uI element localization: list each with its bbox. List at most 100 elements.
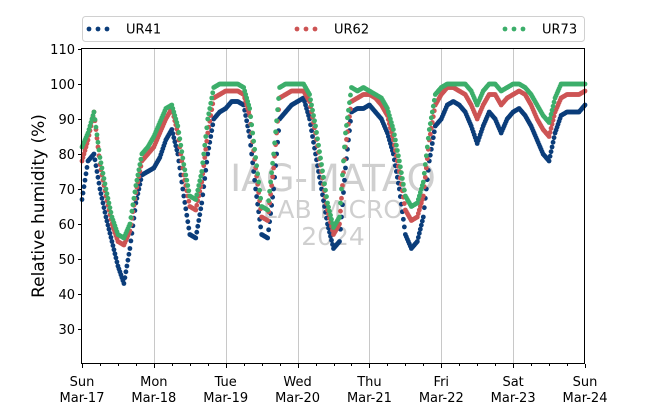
x-tick-day-label: Wed [283,375,311,390]
data-point-ur73-interp [249,122,255,128]
data-point-ur73-interp [108,209,114,215]
data-point-ur41 [91,151,97,157]
data-point-ur73-interp [254,163,260,169]
data-point-ur73-interp [106,200,112,206]
data-point-ur73-interp [320,168,325,174]
data-point-ur73 [247,106,253,111]
data-point-ur73-interp [177,136,183,142]
data-point-ur73-interp [548,111,554,117]
data-point-ur73-interp [342,144,347,150]
data-point-ur73-interp [400,181,406,187]
data-point-ur73 [271,151,277,157]
data-point-ur41-interp [128,238,134,244]
data-point-ur73-interp [184,177,190,183]
legend-item-ur41: UR41 [86,23,161,38]
legend-label: UR41 [126,23,161,38]
x-tick-day-label: Thu [356,375,381,390]
data-point-ur73-interp [276,96,282,101]
data-point-ur73-interp [251,138,257,144]
data-point-ur41-interp [113,255,119,261]
data-point-ur73-interp [210,90,216,96]
data-point-ur41-interp [419,218,425,224]
x-tick-date-label: Mar-18 [131,391,176,406]
data-point-ur41 [193,235,199,241]
data-point-ur73-interp [549,107,555,113]
y-axis-label: Relative humidity (%) [29,114,49,298]
data-point-ur41-interp [430,135,436,141]
data-point-ur62 [420,193,426,199]
y-tick-label: 90 [58,113,75,128]
data-point-ur41-interp [102,209,108,215]
data-point-ur62-interp [194,202,200,208]
data-point-ur73-interp [107,205,113,211]
data-point-ur41-interp [180,186,186,192]
legend-marker [312,26,318,32]
data-point-ur73-interp [338,200,343,206]
data-point-ur62-interp [270,174,276,180]
data-point-ur62 [193,207,199,213]
data-point-ur73-interp [200,160,206,166]
data-point-ur41-interp [195,223,201,229]
y-tick-label: 60 [58,218,75,233]
data-point-ur62-interp [548,125,554,131]
data-point-ur62-interp [338,208,343,214]
data-point-ur73-interp [347,100,352,106]
data-point-ur73 [193,197,199,202]
data-point-ur41-interp [114,259,120,265]
data-point-ur73 [133,183,139,188]
data-point-ur73-interp [128,215,134,220]
data-point-ur41-interp [112,251,118,257]
data-point-ur41-interp [342,177,347,183]
x-tick-day-label: Tue [214,375,237,390]
data-point-ur73-interp [430,103,436,109]
data-point-ur62-interp [427,131,433,137]
data-point-ur41-interp [96,180,102,186]
data-point-ur41-interp [251,169,257,174]
data-point-ur73 [420,179,426,185]
data-point-ur73-interp [316,142,321,148]
data-point-ur73-interp [309,102,314,108]
legend-marker [520,26,526,32]
data-point-ur73-interp [99,165,105,171]
data-point-ur62-interp [339,195,344,201]
data-point-ur73-interp [178,142,184,148]
data-point-ur41-interp [209,128,215,134]
data-point-ur73-interp [92,117,98,122]
legend-item-ur62: UR62 [294,23,369,38]
data-point-ur73-interp [250,130,256,136]
data-point-ur41-interp [182,200,188,205]
data-point-ur41-interp [108,235,114,240]
data-point-ur41-interp [81,184,87,190]
data-point-ur73 [127,221,133,227]
data-point-ur73-interp [194,192,200,198]
data-point-ur73-interp [185,183,191,188]
data-point-ur73 [265,207,271,213]
data-point-ur73-interp [315,136,320,142]
y-tick-label: 110 [50,43,75,58]
data-point-ur73-interp [198,173,204,179]
data-point-ur73-interp [329,216,334,222]
data-point-ur73 [390,127,396,132]
data-point-ur73-interp [252,146,258,152]
data-point-ur73 [307,92,312,97]
data-point-ur73-interp [176,130,182,135]
data-point-ur41-interp [203,167,209,173]
data-point-ur73-interp [551,99,557,105]
data-point-ur41 [169,127,175,132]
data-point-ur41-interp [310,134,315,139]
data-point-ur73-interp [98,160,104,166]
data-point-ur41-interp [249,151,255,157]
data-point-ur41-interp [196,218,202,223]
data-point-ur41-interp [401,224,407,230]
data-point-ur73-interp [339,186,344,192]
data-point-ur73-interp [186,188,192,194]
data-point-ur41-interp [122,275,128,281]
data-point-ur41-interp [171,135,177,141]
data-point-ur41-interp [266,227,272,233]
data-point-ur41-interp [184,212,190,218]
data-point-ur73-interp [394,148,400,153]
data-point-ur73 [253,155,259,160]
data-point-ur41 [127,246,133,251]
data-point-ur73-interp [340,172,345,178]
data-point-ur41-interp [250,160,256,166]
